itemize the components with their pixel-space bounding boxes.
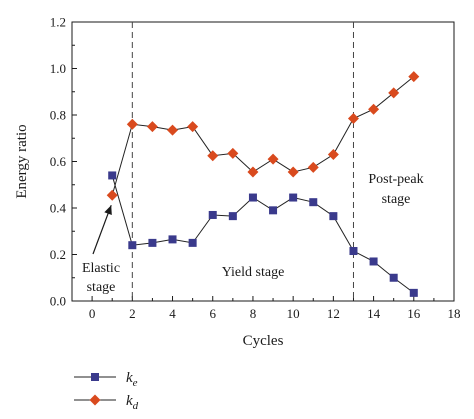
yield-stage-label: Yield stage: [222, 265, 285, 280]
plot-frame: [71, 21, 455, 302]
point-kd: [347, 112, 359, 124]
point-ke: [369, 257, 378, 266]
point-kd: [106, 189, 118, 201]
point-kd: [368, 103, 380, 115]
point-kd: [146, 121, 158, 133]
point-kd: [247, 166, 259, 178]
y-tick-label: 0.2: [50, 247, 66, 262]
legend-label-ke: ke: [126, 370, 138, 389]
elastic-stage-label-line1: Elastic: [82, 261, 120, 276]
stage-boundary-lines: [131, 22, 354, 301]
point-ke: [108, 171, 117, 180]
plot-border: [71, 21, 455, 302]
point-ke: [248, 193, 257, 202]
point-ke: [188, 238, 197, 247]
elastic-stage-label-line2: stage: [87, 280, 116, 295]
point-ke: [389, 273, 398, 282]
series-markers: [106, 71, 420, 297]
x-axis-ticks: 0 2 4 6 8 10 12 14 16 18: [89, 296, 461, 321]
x-axis-title: Cycles: [243, 333, 284, 349]
x-tick-label: 12: [327, 306, 340, 321]
series-lines: [111, 76, 415, 294]
point-kd: [207, 150, 219, 162]
point-ke: [269, 206, 278, 215]
y-tick-label: 0.8: [50, 108, 66, 123]
elastic-stage-arrow: [92, 205, 112, 255]
x-tick-label: 14: [367, 306, 381, 321]
x-tick-label: 6: [209, 306, 216, 321]
series-line-ke: [111, 175, 415, 294]
y-axis-title: Energy ratio: [14, 124, 30, 198]
point-kd: [388, 87, 400, 99]
x-tick-label: 2: [129, 306, 136, 321]
x-tick-label: 4: [169, 306, 176, 321]
x-tick-label: 16: [407, 306, 421, 321]
legend-label-subscript: e: [133, 377, 138, 389]
point-kd: [327, 149, 339, 161]
y-tick-label: 0.6: [50, 154, 67, 169]
point-kd: [167, 124, 179, 136]
point-kd: [287, 166, 299, 178]
legend-marker-kd: [89, 394, 101, 406]
point-kd: [408, 71, 420, 83]
legend-label-kd: kd: [126, 393, 139, 412]
post-peak-stage-label-line2: stage: [382, 192, 411, 207]
point-kd: [227, 147, 239, 159]
y-tick-label: 1.0: [50, 61, 66, 76]
point-kd: [307, 161, 319, 173]
point-ke: [309, 198, 318, 207]
point-ke: [208, 210, 217, 219]
legend-marker-ke: [91, 373, 99, 381]
legend-label-subscript: d: [133, 400, 139, 412]
x-tick-label: 18: [448, 306, 461, 321]
point-kd: [187, 121, 199, 133]
series-line-kd: [111, 76, 415, 196]
x-tick-label: 0: [89, 306, 96, 321]
point-kd: [126, 118, 138, 130]
point-kd: [267, 153, 279, 165]
legend-label-main: k: [126, 370, 133, 386]
point-ke: [289, 193, 298, 202]
post-peak-stage-label-line1: Post-peak: [368, 172, 423, 187]
point-ke: [329, 212, 338, 221]
y-tick-label: 1.2: [50, 15, 66, 30]
x-tick-label: 8: [250, 306, 257, 321]
elastic-arrow-head: [104, 205, 112, 216]
point-ke: [349, 247, 358, 256]
point-ke: [409, 288, 418, 297]
x-tick-label: 10: [287, 306, 300, 321]
point-ke: [168, 235, 177, 244]
y-axis-ticks: 0.0 0.2 0.4 0.6 0.8 1.0 1.2: [50, 15, 77, 309]
y-tick-label: 0.4: [50, 201, 67, 216]
point-ke: [148, 238, 157, 247]
y-tick-label: 0.0: [50, 294, 66, 309]
legend-label-main: k: [126, 393, 133, 409]
point-ke: [128, 241, 137, 250]
point-ke: [228, 212, 237, 221]
